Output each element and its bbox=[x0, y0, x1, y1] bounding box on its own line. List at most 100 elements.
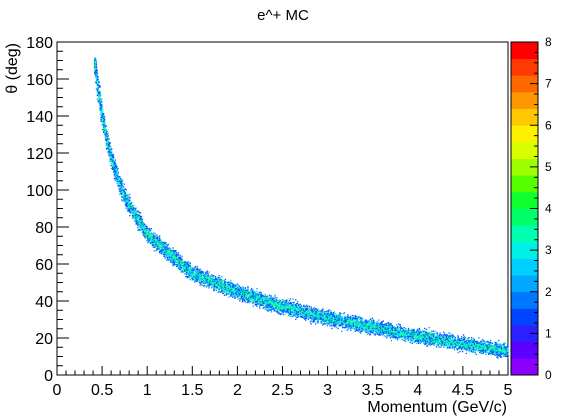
heatmap-cell bbox=[214, 282, 217, 284]
heatmap-cell bbox=[155, 239, 157, 241]
heatmap-cell bbox=[192, 276, 194, 278]
heatmap-cell bbox=[157, 237, 159, 239]
heatmap-cell bbox=[109, 158, 111, 160]
heatmap-cell bbox=[495, 352, 497, 355]
heatmap-cell bbox=[498, 347, 501, 349]
heatmap-cell bbox=[204, 276, 206, 279]
heatmap-cell bbox=[419, 338, 421, 341]
heatmap-cell bbox=[469, 340, 471, 343]
heatmap-cell bbox=[357, 324, 359, 326]
heatmap-cell bbox=[412, 334, 414, 336]
heatmap-cell bbox=[124, 201, 126, 203]
heatmap-cell bbox=[101, 118, 103, 121]
heatmap-cell bbox=[224, 288, 227, 291]
heatmap-cell bbox=[112, 155, 114, 158]
heatmap-cell bbox=[346, 329, 348, 331]
heatmap-cell bbox=[123, 193, 126, 196]
heatmap-cell bbox=[106, 138, 108, 140]
heatmap-cell bbox=[174, 252, 176, 255]
heatmap-cell bbox=[259, 304, 262, 307]
heatmap-cell bbox=[372, 331, 375, 333]
heatmap-cell bbox=[276, 301, 278, 304]
heatmap-cell bbox=[455, 342, 457, 344]
heatmap-cell bbox=[427, 333, 430, 335]
heatmap-cell bbox=[341, 322, 343, 324]
heatmap-cell bbox=[322, 308, 324, 310]
heatmap-cell bbox=[114, 163, 117, 165]
heatmap-cell bbox=[192, 274, 194, 276]
heatmap-cell bbox=[414, 330, 416, 332]
heatmap-cell bbox=[399, 325, 402, 328]
heatmap-cell bbox=[452, 345, 455, 347]
heatmap-cell bbox=[435, 341, 438, 344]
heatmap-cell bbox=[300, 309, 302, 311]
heatmap-cell bbox=[171, 254, 173, 257]
heatmap-cell bbox=[472, 340, 475, 343]
heatmap-cell bbox=[305, 310, 307, 312]
heatmap-cell bbox=[360, 319, 362, 321]
heatmap-cell bbox=[334, 317, 337, 319]
heatmap-cell bbox=[110, 158, 112, 160]
heatmap-cell bbox=[430, 338, 432, 341]
heatmap-cell bbox=[415, 337, 417, 339]
heatmap-cell bbox=[221, 284, 223, 286]
heatmap-cell bbox=[103, 116, 105, 119]
heatmap-cell bbox=[299, 313, 301, 315]
heatmap-cell bbox=[449, 336, 451, 338]
heatmap-cell bbox=[276, 311, 278, 313]
heatmap-cell bbox=[250, 290, 253, 293]
heatmap-cell bbox=[349, 323, 351, 325]
heatmap-cell bbox=[484, 342, 486, 344]
heatmap-cell bbox=[385, 326, 387, 329]
heatmap-cell bbox=[192, 268, 194, 270]
heatmap-cell bbox=[231, 288, 233, 290]
heatmap-cell bbox=[266, 296, 268, 298]
heatmap-cell bbox=[236, 287, 238, 289]
heatmap-cell bbox=[243, 297, 246, 299]
heatmap-cell bbox=[254, 299, 256, 301]
heatmap-cell bbox=[297, 306, 300, 308]
heatmap-cell bbox=[94, 66, 97, 68]
heatmap-cell bbox=[399, 330, 402, 332]
heatmap-cell bbox=[103, 128, 105, 130]
heatmap-cell bbox=[326, 314, 328, 317]
heatmap-cell bbox=[237, 284, 239, 286]
heatmap-cell bbox=[506, 347, 508, 349]
heatmap-cell bbox=[95, 70, 98, 72]
heatmap-cell bbox=[357, 325, 359, 327]
heatmap-cell bbox=[296, 311, 299, 313]
heatmap-cell bbox=[150, 232, 153, 234]
heatmap-cell bbox=[443, 338, 446, 340]
heatmap-cell bbox=[396, 331, 398, 333]
heatmap-cell bbox=[250, 299, 252, 301]
heatmap-cell bbox=[250, 293, 252, 295]
heatmap-cell bbox=[108, 153, 110, 155]
heatmap-cell bbox=[388, 323, 390, 325]
heatmap-cell bbox=[117, 177, 119, 180]
heatmap-cell bbox=[474, 340, 476, 343]
heatmap-cell bbox=[470, 344, 472, 346]
heatmap-cell bbox=[192, 272, 194, 274]
heatmap-cell bbox=[121, 182, 124, 184]
heatmap-cell bbox=[470, 342, 472, 344]
heatmap-cell bbox=[421, 334, 423, 336]
heatmap-cell bbox=[389, 329, 392, 331]
heatmap-cell bbox=[101, 124, 103, 126]
heatmap-cell bbox=[96, 83, 98, 85]
heatmap-cell bbox=[431, 330, 433, 332]
heatmap-cell bbox=[159, 239, 162, 242]
heatmap-cell bbox=[454, 337, 457, 339]
heatmap-cell bbox=[395, 329, 397, 331]
heatmap-cell bbox=[121, 200, 124, 202]
heatmap-cell bbox=[461, 349, 463, 351]
heatmap-cell bbox=[354, 326, 356, 329]
heatmap-cell bbox=[219, 278, 221, 281]
heatmap-cell bbox=[329, 322, 331, 324]
heatmap-cell bbox=[333, 314, 336, 317]
heatmap-cell bbox=[150, 235, 153, 237]
heatmap-cell bbox=[166, 252, 168, 255]
heatmap-cell bbox=[430, 332, 432, 334]
heatmap-cell bbox=[457, 348, 459, 350]
heatmap-cell bbox=[111, 160, 113, 162]
heatmap-cell bbox=[120, 189, 122, 191]
